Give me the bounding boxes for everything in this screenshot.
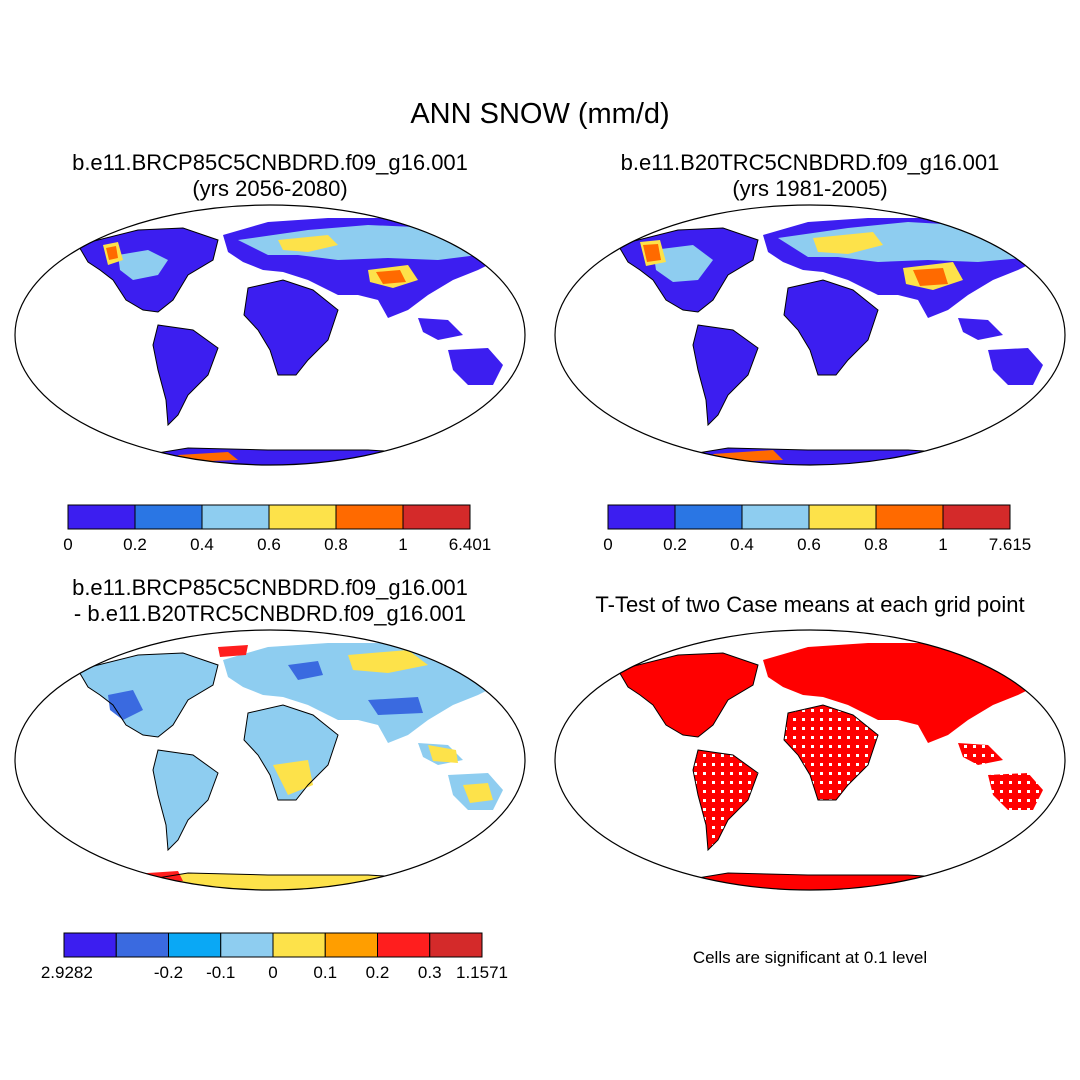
colorbar-tick-label: 0.4 [190,535,214,554]
panel-1-title-line2: (yrs 2056-2080) [192,176,348,201]
colorbar-tick-label: 1 [938,535,947,554]
panel-1-title-line1: b.e11.BRCP85C5CNBDRD.f09_g16.001 [72,150,468,175]
map-frame [14,629,526,891]
colorbar-tick-label: 7.615 [989,535,1032,554]
colorbar-swatch [220,932,274,958]
colorbar-tick-label: 0 [63,535,72,554]
colorbar-tick-label: 1.1571 [456,963,508,982]
colorbar-swatch [268,504,337,530]
panel-2-title-line2: (yrs 1981-2005) [732,176,888,201]
map-ttest-significance [554,629,1066,891]
colorbar-swatch [335,504,404,530]
colorbar-tick-label: 0.6 [257,535,281,554]
colorbar-swatch [377,932,431,958]
colorbar-tick-label: 0.4 [730,535,754,554]
significance-note: Cells are significant at 0.1 level [692,948,928,967]
colorbar-swatch [808,504,877,530]
colorbar-swatch [134,504,203,530]
map-snow-difference [14,629,526,891]
colorbar-panel-2: 0 0.2 0.4 0.6 0.8 1 7.615 [603,504,1032,554]
colorbar-swatch [324,932,378,958]
colorbar-panel-1: 0 0.2 0.4 0.6 0.8 1 6.401 [63,504,492,554]
panel-4-title-line1: T-Test of two Case means at each grid po… [595,592,1025,617]
colorbar-tick-label: 0.6 [797,535,821,554]
colorbar-swatch [67,504,136,530]
colorbar-tick-label: -0.1 [206,963,235,982]
partially-significant-cells [693,705,1043,850]
panel-3-title-line2: - b.e11.B20TRC5CNBDRD.f09_g16.001 [73,601,467,626]
colorbar-swatch [741,504,810,530]
colorbar-panel-3: -2.9282 -0.2 -0.1 0 0.1 0.2 0.3 1.1571 [40,932,508,982]
colorbar-tick-label: 0.8 [324,535,348,554]
diff-negative [108,661,423,720]
colorbar-swatch [63,932,117,958]
colorbar-tick-label: -2.9282 [40,963,93,982]
panel-1-title: b.e11.BRCP85C5CNBDRD.f09_g16.001 (yrs 20… [20,150,520,202]
map-frame [554,204,1066,466]
colorbar-swatch [674,504,743,530]
map-frame [554,629,1066,891]
figure-title: ANN SNOW (mm/d) [410,98,670,130]
colorbar-tick-label: 0 [268,963,277,982]
colorbar-tick-label: 0.1 [313,963,337,982]
panel-2-title: b.e11.B20TRC5CNBDRD.f09_g16.001 (yrs 198… [560,150,1060,202]
colorbar-swatch [875,504,944,530]
colorbar-tick-label: 0.8 [864,535,888,554]
colorbar-swatch [942,504,1011,530]
colorbar-tick-label: 0 [603,535,612,554]
colorbar-swatch [402,504,471,530]
colorbar-swatch [168,932,222,958]
colorbar-swatch [272,932,326,958]
colorbar-tick-label: 0.2 [366,963,390,982]
panel-2-title-line1: b.e11.B20TRC5CNBDRD.f09_g16.001 [620,150,1000,175]
panel-3-title: b.e11.BRCP85C5CNBDRD.f09_g16.001 - b.e11… [20,575,520,627]
map-future-snow [14,204,526,466]
map-frame [14,204,526,466]
map-historical-snow [554,204,1066,466]
colorbar-tick-label: 0.2 [663,535,687,554]
colorbar-tick-label: 1 [398,535,407,554]
colorbar-tick-label: 0.3 [418,963,442,982]
colorbar-swatch [429,932,483,958]
colorbar-tick-label: -0.2 [154,963,183,982]
colorbar-swatch [607,504,676,530]
panel-4-title: T-Test of two Case means at each grid po… [540,592,1080,618]
colorbar-swatch [201,504,270,530]
colorbar-tick-label: 0.2 [123,535,147,554]
colorbar-swatch [115,932,169,958]
panel-3-title-line1: b.e11.BRCP85C5CNBDRD.f09_g16.001 [72,575,468,600]
colorbar-tick-label: 6.401 [449,535,492,554]
